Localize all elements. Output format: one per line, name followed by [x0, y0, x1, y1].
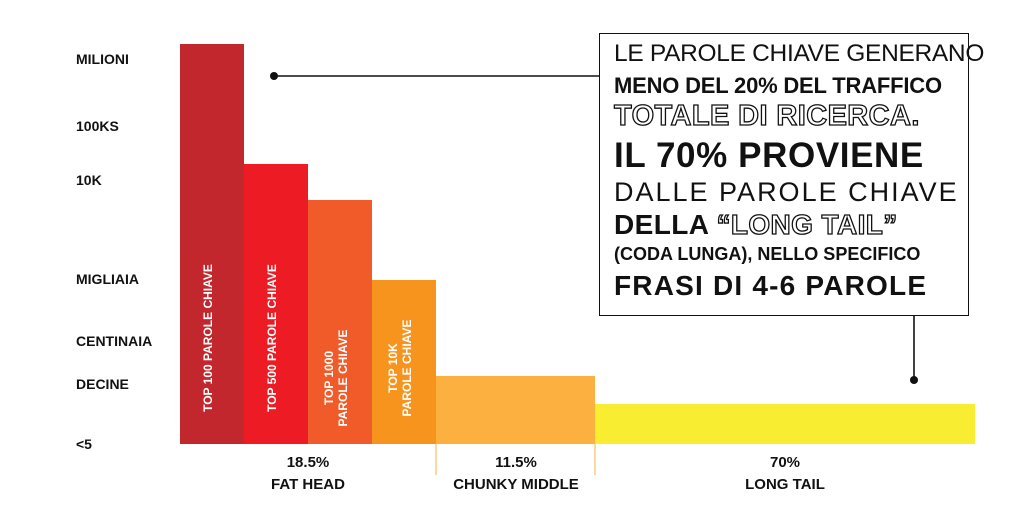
callout-line-7: (CODA LUNGA), NELLO SPECIFICO	[614, 243, 921, 264]
callout-line-8: FRASI DI 4-6 PAROLE	[614, 269, 928, 301]
bar-label-2: TOP 500 PAROLE CHIAVE	[265, 264, 279, 412]
callout-box: LE PAROLE CHIAVE GENERANO MENO DEL 20% D…	[599, 33, 985, 316]
segment-name-3: LONG TAIL	[745, 476, 825, 493]
callout-line-6-prefix: DELLA	[614, 208, 717, 240]
bar-5	[436, 376, 595, 444]
segment-name-1: FAT HEAD	[271, 476, 345, 493]
bar-4	[372, 280, 436, 444]
callout-long-tail-highlight: “LONG TAIL”	[716, 208, 898, 240]
segment-percent-3: 70%	[770, 454, 800, 471]
bar-2	[244, 164, 308, 444]
y-label-6: <5	[76, 436, 92, 452]
y-label-4: CENTINAIA	[76, 333, 153, 349]
y-label-5: DECINE	[76, 376, 129, 392]
bar-label-1: TOP 100 PAROLE CHIAVE	[201, 264, 215, 412]
callout-line-5: DALLE PAROLE CHIAVE	[614, 176, 959, 207]
y-label-0: MILIONI	[76, 51, 129, 67]
bar-label-4: TOP 10KPAROLE CHIAVE	[386, 320, 414, 417]
bar-3	[308, 200, 372, 444]
callout-line-2: MENO DEL 20% DEL TRAFFICO	[614, 72, 942, 98]
callout-line-1: LE PAROLE CHIAVE GENERANO	[614, 40, 985, 67]
segment-percent-1: 18.5%	[287, 454, 330, 471]
segment-name-2: CHUNKY MIDDLE	[453, 476, 579, 493]
bar-1	[180, 44, 244, 444]
bar-6	[595, 404, 975, 444]
y-label-3: MIGLIAIA	[76, 271, 139, 287]
callout-line-4: IL 70% PROVIENE	[614, 135, 924, 175]
y-label-2: 10K	[76, 172, 102, 188]
y-label-1: 100KS	[76, 118, 119, 134]
bar-label-3: TOP 1000PAROLE CHIAVE	[322, 330, 350, 427]
segment-percent-2: 11.5%	[495, 454, 537, 471]
callout-line-3: TOTALE DI RICERCA.	[613, 99, 920, 132]
connector-dot-bottom	[910, 376, 918, 384]
callout-line-6: DELLA “LONG TAIL”	[614, 208, 958, 240]
